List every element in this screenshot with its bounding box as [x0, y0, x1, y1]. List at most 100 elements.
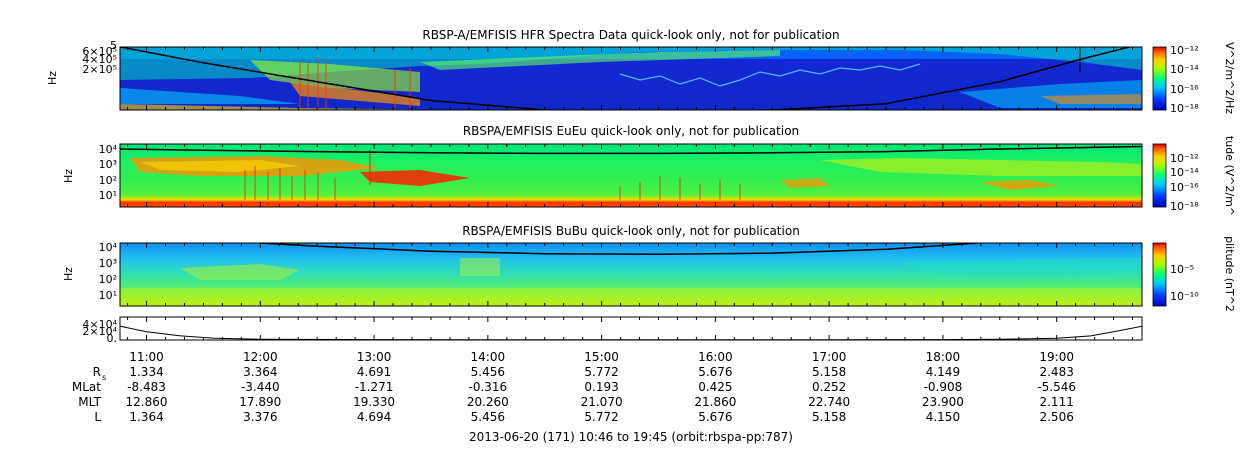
- panel1-cbar-tick-0: 10⁻¹²: [1170, 44, 1199, 57]
- ephemeris-value: 12.860: [126, 395, 168, 409]
- ephemeris-value: 19.330: [353, 395, 395, 409]
- ephemeris-value: 0.425: [698, 380, 732, 394]
- x-tick-label: 11:00: [129, 350, 164, 364]
- ephemeris-value: 2.483: [1039, 365, 1073, 379]
- panel3-ytick-3: 10¹: [99, 289, 117, 302]
- ephemeris-value: 23.900: [922, 395, 964, 409]
- ephemeris-value: -0.908: [924, 380, 963, 394]
- ephemeris-value: 5.456: [471, 365, 505, 379]
- ephemeris-row-label: MLat: [72, 380, 101, 394]
- panel3-yticks: 10⁴ 10³ 10² 10¹: [99, 241, 118, 302]
- panel1-spectrogram: [120, 47, 1142, 110]
- x-tick-label: 17:00: [812, 350, 847, 364]
- x-tick-label: 19:00: [1039, 350, 1074, 364]
- panel3-cbar-tick-1: 10⁻¹⁰: [1170, 290, 1199, 303]
- panel1-cbar-tick-2: 10⁻¹⁶: [1170, 83, 1199, 96]
- panel2-cbar-label: tude (V^2/m^: [1223, 136, 1236, 216]
- x-tick-label: 14:00: [471, 350, 506, 364]
- ephemeris-value: 2.506: [1039, 410, 1073, 424]
- panel3-ylabel: Hz: [62, 267, 75, 281]
- ephemeris-value: 2.111: [1039, 395, 1073, 409]
- ephemeris-row-label: R: [93, 365, 101, 379]
- ephemeris-value: 4.149: [926, 365, 960, 379]
- panel1-ytick-1: 4×10⁵: [82, 53, 117, 66]
- ephemeris-value: 5.772: [584, 410, 618, 424]
- panel4-ytick-2: 0.: [107, 332, 118, 345]
- panel1-cbar-tick-3: 10⁻¹⁸: [1170, 102, 1199, 115]
- panel1-ylabel: Hz: [46, 71, 59, 85]
- ephemeris-row-label: MLT: [78, 395, 101, 409]
- ephemeris-value: 4.694: [357, 410, 391, 424]
- x-axis-tick-labels: 11:00 12:00 13:00 14:00 15:00 16:00 17:00 18:00…: [129, 350, 1074, 364]
- panel2-spikes: [244, 166, 741, 200]
- ephemeris-value: 1.364: [129, 410, 163, 424]
- panel1-ytick-2: 2×10⁵: [82, 63, 117, 76]
- panel2-colorbar: 10⁻¹² 10⁻¹⁴ 10⁻¹⁶ 10⁻¹⁸ tude (V^2/m^: [1152, 136, 1236, 216]
- ephemeris-value: 5.158: [812, 410, 846, 424]
- panel4-ytick-0: 4×10⁴: [82, 318, 117, 331]
- panel4-ytick-1: 2×10⁴: [82, 325, 117, 338]
- panel3-cbar-label: plitude (nT^2: [1223, 236, 1236, 312]
- ephemeris-value: -1.271: [355, 380, 394, 394]
- ephemeris-value: 17.890: [239, 395, 281, 409]
- panel4-yticks: 4×10⁴ 2×10⁴ 0.: [82, 318, 117, 345]
- ephemeris-value: 5.676: [698, 410, 732, 424]
- ephemeris-value: 3.376: [243, 410, 277, 424]
- ephemeris-row-label: L: [94, 410, 101, 424]
- x-tick-label: 18:00: [926, 350, 961, 364]
- panel3-title: RBSPA/EMFISIS BuBu quick-look only, not …: [462, 224, 800, 238]
- panel2-ytick-0: 10⁴: [99, 143, 118, 156]
- x-tick-label: 15:00: [584, 350, 619, 364]
- footer-caption: 2013-06-20 (171) 10:46 to 19:45 (orbit:r…: [469, 430, 793, 444]
- panel1-ytick-0: 6×10⁵: [82, 45, 117, 58]
- ephemeris-value: -8.483: [127, 380, 166, 394]
- ephemeris-value: 3.364: [243, 365, 277, 379]
- panel1-cbar-tick-1: 10⁻¹⁴: [1170, 63, 1199, 76]
- x-tick-label: 13:00: [357, 350, 392, 364]
- panel3-spectrogram: [120, 243, 1142, 306]
- panel2-ytick-3: 10¹: [99, 189, 117, 202]
- panel3-cbar-tick-0: 10⁻⁵: [1170, 263, 1194, 276]
- panel2-ytick-2: 10²: [99, 174, 117, 187]
- ephemeris-value: -3.440: [241, 380, 280, 394]
- ephemeris-value: -0.316: [468, 380, 507, 394]
- ephemeris-value: -5.546: [1037, 380, 1076, 394]
- panel3-ytick-2: 10²: [99, 273, 117, 286]
- ephemeris-row-label-subscript: s: [102, 373, 106, 382]
- ephemeris-value: 1.334: [129, 365, 163, 379]
- ephemeris-value: 4.150: [926, 410, 960, 424]
- ephemeris-value: 5.772: [584, 365, 618, 379]
- ephemeris-value: 4.691: [357, 365, 391, 379]
- ephemeris-value: 21.070: [581, 395, 623, 409]
- panel2-ytick-1: 10³: [99, 158, 117, 171]
- ephemeris-value: 5.676: [698, 365, 732, 379]
- panel2-fce-curve: [120, 145, 1142, 155]
- x-tick-label: 16:00: [698, 350, 733, 364]
- x-tick-label: 12:00: [243, 350, 278, 364]
- panel1-cbar-label: V^2/m^2/Hz: [1223, 42, 1236, 114]
- panel1-yticks: 5 6×10⁵ 4×10⁵ 2×10⁵: [82, 39, 117, 76]
- panel2-yticks: 10⁴ 10³ 10² 10¹: [99, 143, 118, 202]
- panel2-ylabel: Hz: [62, 169, 75, 183]
- panel3-ytick-0: 10⁴: [99, 241, 118, 254]
- panel3-ytick-1: 10³: [99, 257, 117, 270]
- panel2-cbar-tick-2: 10⁻¹⁶: [1170, 181, 1199, 194]
- panel1-ytick-top: 5: [110, 39, 117, 52]
- panel1-title: RBSP-A/EMFISIS HFR Spectra Data quick-lo…: [422, 28, 839, 42]
- panel2-cbar-tick-3: 10⁻¹⁸: [1170, 200, 1199, 213]
- x-axis-ticks: [127, 47, 1134, 340]
- ephemeris-value: 0.252: [812, 380, 846, 394]
- ephemeris-value: 5.456: [471, 410, 505, 424]
- ephemeris-value: 0.193: [584, 380, 618, 394]
- ephemeris-value: 21.860: [694, 395, 736, 409]
- panel2-cbar-tick-1: 10⁻¹⁴: [1170, 166, 1199, 179]
- panel2-cbar-tick-0: 10⁻¹²: [1170, 152, 1199, 165]
- panel4-series-line: [120, 325, 1142, 340]
- panel1-colorbar: 10⁻¹² 10⁻¹⁴ 10⁻¹⁶ 10⁻¹⁸ V^2/m^2/Hz: [1152, 42, 1236, 115]
- ephemeris-value: 5.158: [812, 365, 846, 379]
- ephemeris-value: 22.740: [808, 395, 850, 409]
- panel2-spectrogram: [120, 144, 1142, 207]
- panel2-title: RBSPA/EMFISIS EuEu quick-look only, not …: [463, 124, 799, 138]
- panel3-colorbar: 10⁻⁵ 10⁻¹⁰ plitude (nT^2: [1152, 236, 1236, 312]
